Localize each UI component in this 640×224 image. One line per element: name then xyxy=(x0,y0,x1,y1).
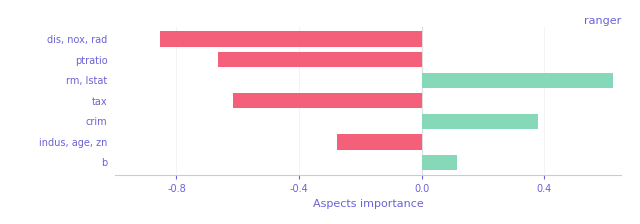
Bar xyxy=(422,73,613,88)
Bar xyxy=(218,52,422,67)
Text: ranger: ranger xyxy=(584,16,621,26)
Bar xyxy=(337,134,422,150)
Bar xyxy=(422,155,457,170)
Bar xyxy=(159,32,422,47)
Bar xyxy=(422,114,538,129)
Bar xyxy=(233,93,422,108)
X-axis label: Aspects importance: Aspects importance xyxy=(312,199,424,209)
